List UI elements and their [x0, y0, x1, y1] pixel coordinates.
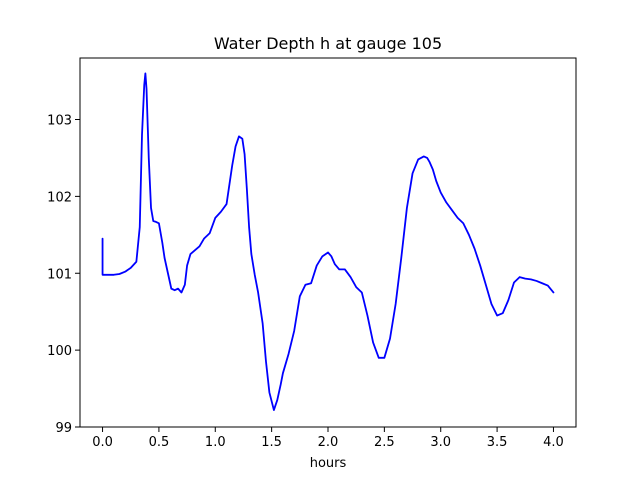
y-tick-label: 101 — [47, 267, 72, 282]
y-tick-label: 99 — [55, 421, 72, 436]
x-tick-label: 3.5 — [487, 435, 508, 450]
y-tick-label: 100 — [47, 344, 72, 359]
x-tick-label: 1.0 — [205, 435, 226, 450]
x-tick-label: 2.5 — [374, 435, 395, 450]
x-tick-label: 1.5 — [261, 435, 282, 450]
x-axis: 0.0 0.5 1.0 1.5 2.0 2.5 3.0 3.5 4.0 — [92, 427, 564, 450]
y-tick-label: 103 — [47, 114, 72, 129]
x-tick-label: 2.0 — [318, 435, 339, 450]
chart-title: Water Depth h at gauge 105 — [214, 34, 442, 53]
x-tick-label: 0.5 — [149, 435, 170, 450]
x-axis-label: hours — [310, 456, 347, 471]
y-tick-label: 102 — [47, 190, 72, 205]
series-line-0 — [101, 72, 555, 411]
x-tick-label: 3.0 — [430, 435, 451, 450]
y-axis: 99 100 101 102 103 — [47, 114, 80, 436]
x-tick-label: 0.0 — [92, 435, 113, 450]
x-tick-label: 4.0 — [543, 435, 564, 450]
plot-area — [101, 72, 555, 411]
